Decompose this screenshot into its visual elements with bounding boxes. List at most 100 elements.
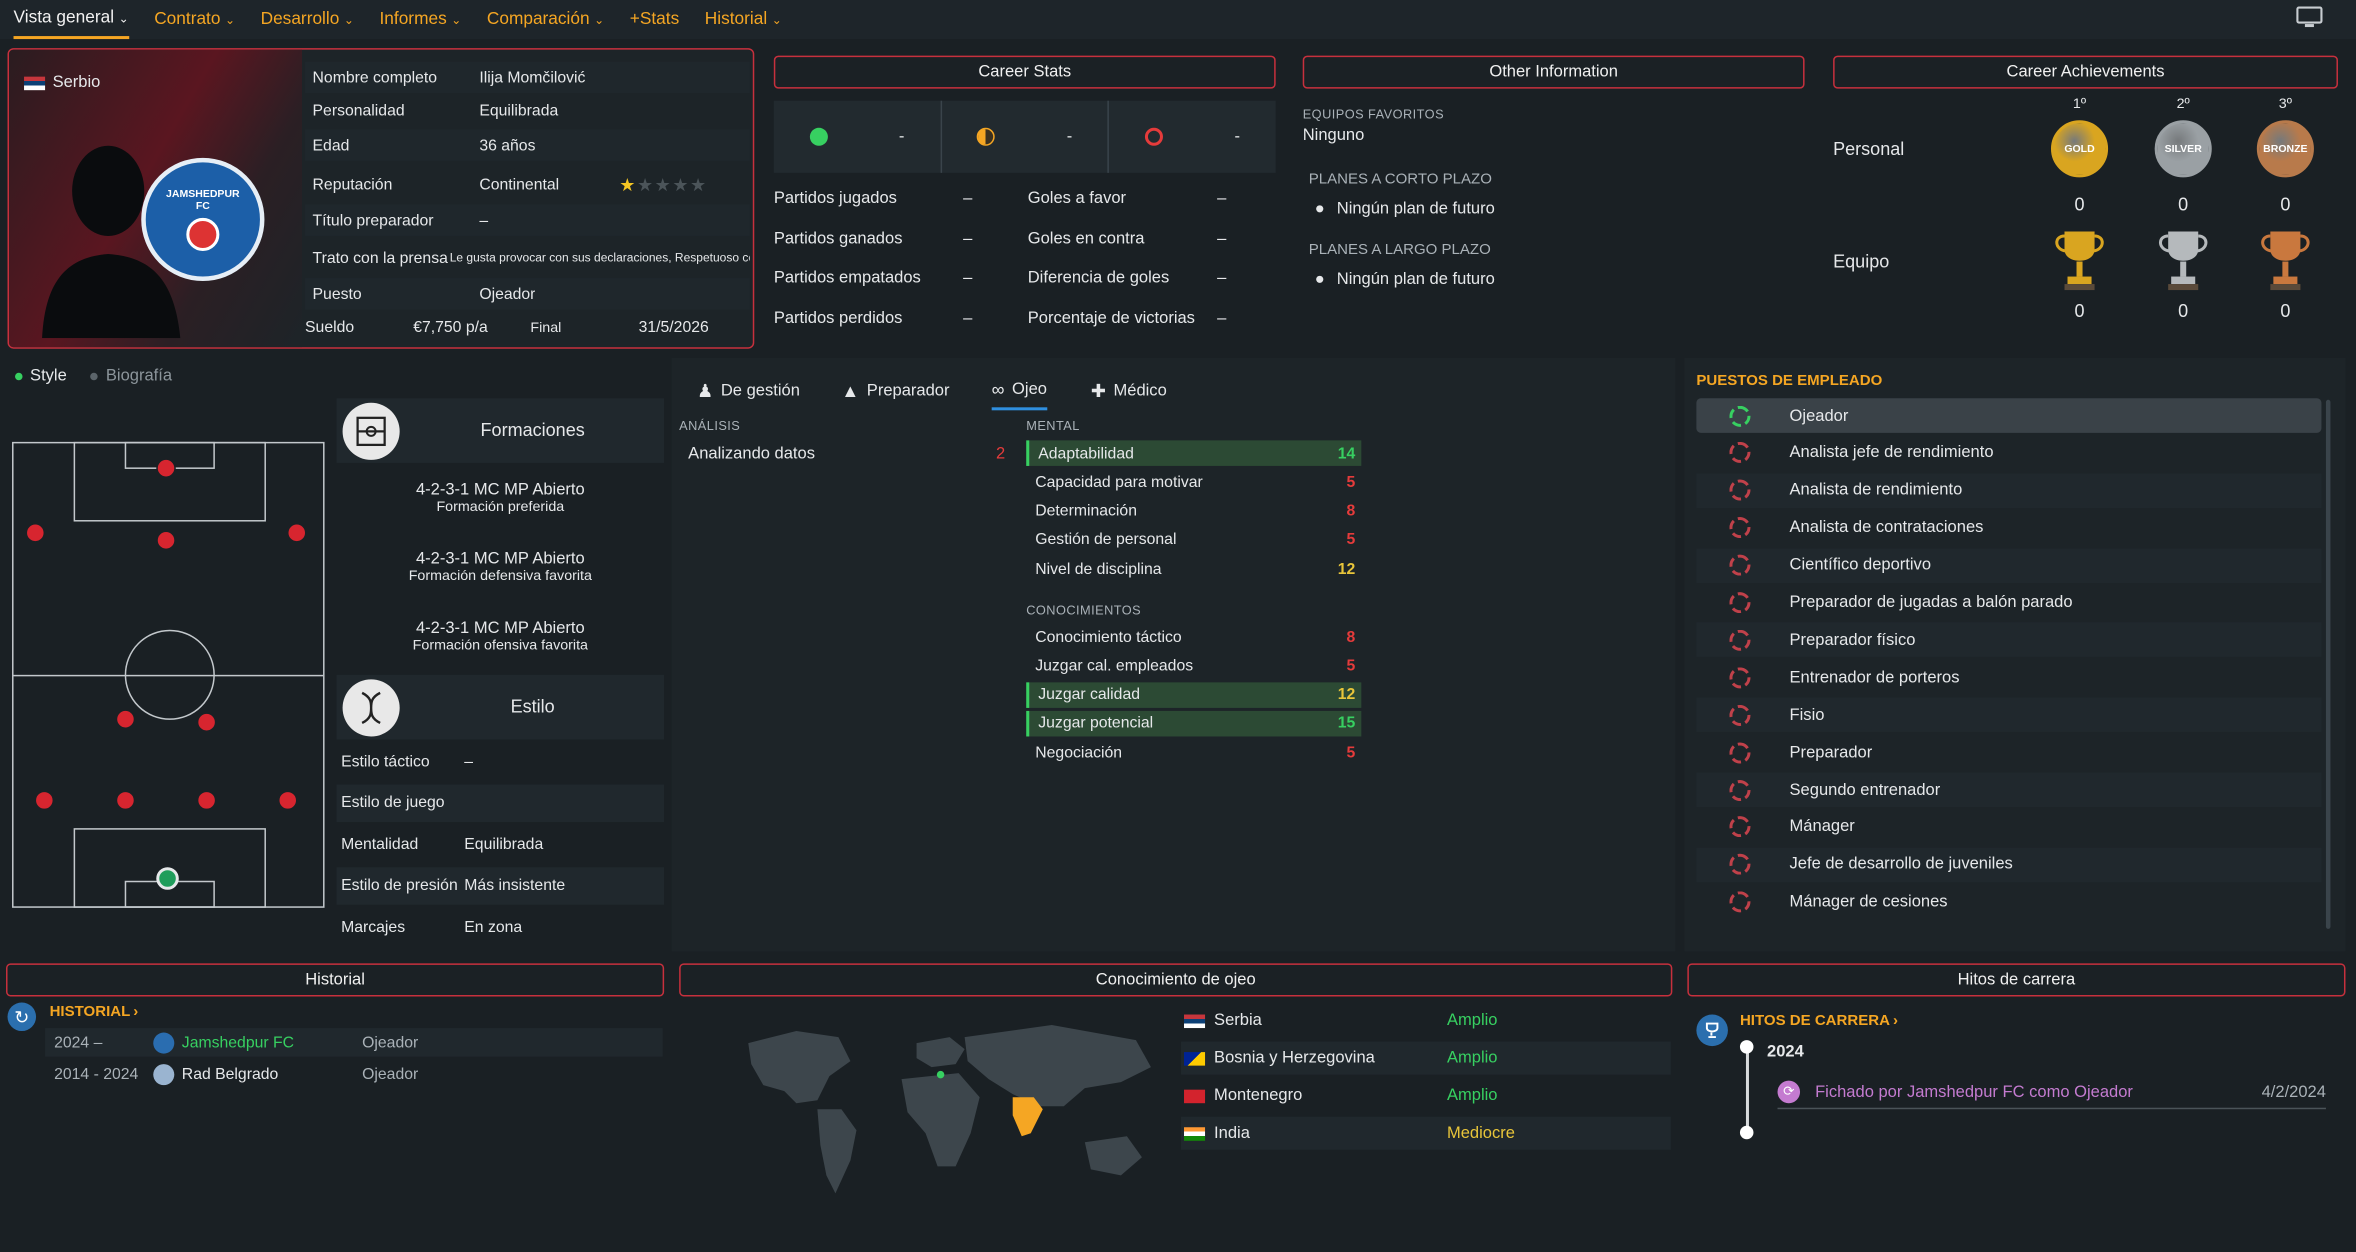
role-progress-icon <box>1729 479 1751 501</box>
historial-club: Rad Belgrado <box>181 1064 279 1083</box>
contract-end-value: 31/5/2026 <box>638 318 709 337</box>
attribute-value: 5 <box>1346 656 1356 675</box>
estilo-row: Marcajes En zona <box>337 908 665 946</box>
attribute-label: Capacidad para motivar <box>1035 473 1203 492</box>
flag-icon <box>1184 1051 1206 1065</box>
nav-informes[interactable]: Informes ⌄ <box>379 0 461 39</box>
historial-years: 2014 - 2024 <box>54 1064 139 1083</box>
nav-historial[interactable]: Historial ⌄ <box>705 0 782 39</box>
nav-desarrollo[interactable]: Desarrollo ⌄ <box>261 0 354 39</box>
formation-name: 4-2-3-1 MC MP Abierto <box>415 550 585 569</box>
medical-icon: ✚ <box>1090 380 1106 402</box>
role-item[interactable]: Fisio <box>1696 697 2322 733</box>
losses-value: - <box>1234 127 1241 146</box>
role-item[interactable]: Segundo entrenador <box>1696 772 2322 808</box>
draw-icon <box>977 127 996 146</box>
tab-label: Médico <box>1113 381 1167 400</box>
milestone-item[interactable]: ⟳ Fichado por Jamshedpur FC como Ojeador… <box>1777 1076 2326 1110</box>
role-progress-icon <box>1729 629 1751 651</box>
historial-row[interactable]: 2014 - 2024 Rad Belgrado Ojeador <box>45 1060 663 1089</box>
role-item[interactable]: Analista jefe de rendimiento <box>1696 436 2321 471</box>
historial-row[interactable]: 2024 – Jamshedpur FC Ojeador <box>45 1028 663 1057</box>
country-row: Bosnia y Herzegovina Amplio <box>1181 1041 1671 1075</box>
tab-biografia[interactable]: Biografía <box>90 367 172 385</box>
binoculars-icon: ∞ <box>991 378 1005 400</box>
formations-header: Formaciones <box>336 398 665 463</box>
role-label: Preparador <box>1789 743 1873 762</box>
formation-item: 4-2-3-1 MC MP Abierto Formación ofensiva … <box>337 619 665 654</box>
stat-row: Partidos ganados – Goles en contra – <box>774 223 1276 253</box>
chevron-right-icon: › <box>133 1004 139 1021</box>
attribute-row: Conocimiento táctico 8 <box>1026 624 1361 650</box>
chevron-down-icon: ⌄ <box>451 12 462 27</box>
role-item[interactable]: Preparador de jugadas a balón parado <box>1696 585 2321 620</box>
estilo-label: Estilo de presión <box>341 876 458 895</box>
role-item[interactable]: Mánager de cesiones <box>1696 885 2321 920</box>
player-marker <box>115 790 136 811</box>
roles-scrollbar[interactable] <box>2325 399 2331 929</box>
trophy-icon <box>2258 228 2312 299</box>
role-item[interactable]: Preparador <box>1696 735 2321 770</box>
milestone-year: 2024 <box>1766 1043 1804 1062</box>
tab-medico[interactable]: ✚ Médico <box>1091 371 1167 410</box>
role-item[interactable]: Mánager <box>1696 810 2321 845</box>
nav-label: Desarrollo <box>260 10 340 29</box>
role-item[interactable]: Analista de contrataciones <box>1696 511 2321 546</box>
tab-style[interactable]: Style <box>15 367 67 385</box>
place-label: 1º <box>2072 96 2087 113</box>
nav-contrato[interactable]: Contrato ⌄ <box>154 0 235 39</box>
timeline-line <box>1745 1047 1749 1132</box>
role-item[interactable]: Ojeador <box>1696 398 2322 433</box>
country-name: Montenegro <box>1214 1086 1303 1105</box>
nav-stats[interactable]: +Stats <box>630 0 679 39</box>
wins-value: - <box>898 127 905 146</box>
nav-label: Comparación <box>486 10 590 29</box>
role-item[interactable]: Analista de rendimiento <box>1696 473 2322 508</box>
stat-value: – <box>963 189 973 208</box>
stat-label: Goles a favor <box>1027 189 1127 208</box>
nav-vista-general[interactable]: Vista general ⌄ <box>13 0 129 40</box>
role-item[interactable]: Entrenador de porteros <box>1696 660 2321 695</box>
profile-card: Serbio JAMSHEDPUR FC Nombre completo Ilij… <box>7 48 755 349</box>
stat-value: – <box>1217 189 1227 208</box>
milestones-link[interactable]: HITOS DE CARRERA › <box>1740 1013 1898 1030</box>
stat-label: Porcentaje de victorias <box>1027 308 1195 327</box>
profile-label: Edad <box>312 136 350 155</box>
historial-link[interactable]: HISTORIAL › <box>50 1004 139 1021</box>
estilo-title: Estilo <box>510 695 555 717</box>
profile-value: 36 años <box>479 136 536 155</box>
goalkeeper-marker <box>156 867 179 890</box>
profile-label: Personalidad <box>312 101 405 120</box>
formation-item: 4-2-3-1 MC MP Abierto Formación defensiva… <box>337 550 665 585</box>
profile-value: Ojeador <box>479 284 536 303</box>
tab-ojeo[interactable]: ∞ Ojeo <box>991 371 1047 411</box>
country-row: Montenegro Amplio <box>1181 1079 1671 1112</box>
nav-comparacion[interactable]: Comparación ⌄ <box>487 0 604 39</box>
role-item[interactable]: Científico deportivo <box>1696 547 2322 583</box>
medal-icon: SILVER <box>2154 120 2212 178</box>
tab-preparador[interactable]: ▲ Preparador <box>841 371 949 410</box>
attribute-value: 5 <box>1346 473 1356 492</box>
milestones-header: Hitos de carrera <box>1687 963 2346 997</box>
formation-desc: Formación ofensiva favorita <box>412 637 589 654</box>
historial-club: Jamshedpur FC <box>181 1033 295 1052</box>
career-stats-header: Career Stats <box>773 55 1276 89</box>
stat-value: – <box>963 229 973 248</box>
attribute-value: 8 <box>1346 627 1356 646</box>
monitor-icon[interactable] <box>2296 6 2323 33</box>
role-item[interactable]: Preparador físico <box>1696 622 2322 658</box>
role-label: Entrenador de porteros <box>1789 668 1960 687</box>
tab-gestion[interactable]: ♟ De gestión <box>697 371 800 410</box>
coach-icon: ▲ <box>841 380 860 402</box>
draws-summary: - <box>942 100 1110 173</box>
india-highlight <box>1012 1097 1043 1137</box>
medal-label: GOLD <box>2064 143 2095 155</box>
person-icon: ♟ <box>697 380 714 402</box>
top-nav: Vista general ⌄ Contrato ⌄ Desarrollo ⌄ Inf… <box>0 0 2356 40</box>
estilo-label: Marcajes <box>341 917 406 936</box>
tab-label: De gestión <box>720 381 800 400</box>
profile-value: Le gusta provocar con sus declaraciones,… <box>449 251 750 265</box>
role-item[interactable]: Jefe de desarrollo de juveniles <box>1696 847 2322 882</box>
estilo-value: Equilibrada <box>464 834 544 853</box>
estilo-row: Estilo de juego <box>336 783 665 822</box>
